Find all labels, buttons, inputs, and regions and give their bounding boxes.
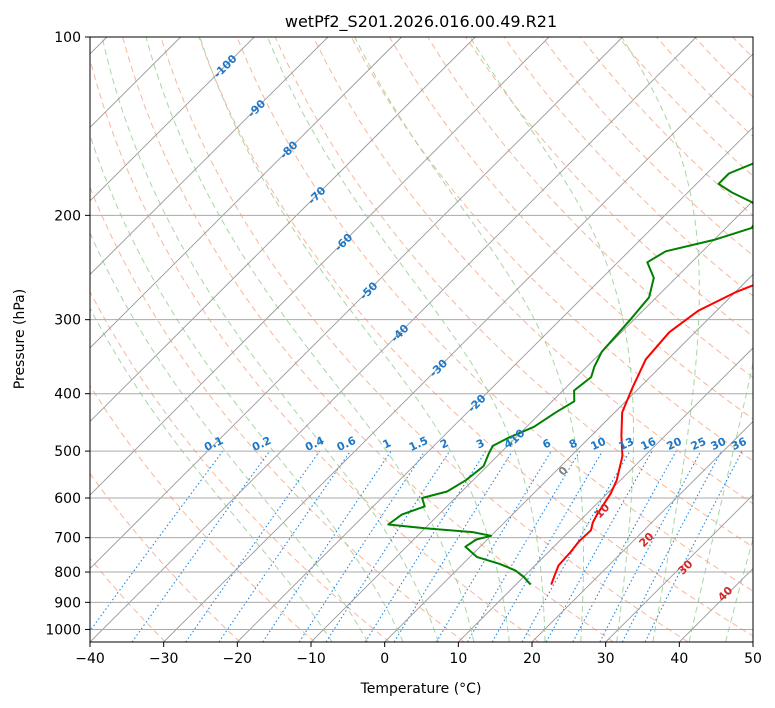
isotherm-line bbox=[90, 37, 623, 570]
mixing-ratio-label: 10 bbox=[589, 435, 609, 453]
moist-adiabat-line bbox=[267, 37, 546, 642]
moist-adiabat-line bbox=[354, 37, 584, 642]
isotherm-line bbox=[384, 273, 753, 642]
mixing-ratio-label: 13 bbox=[617, 435, 636, 453]
dry-adiabat-line bbox=[312, 37, 753, 505]
mixing-ratio-line bbox=[185, 450, 321, 642]
y-tick-label: 1000 bbox=[45, 622, 81, 638]
isotherm-line bbox=[458, 347, 753, 642]
dry-adiabat-line bbox=[122, 37, 614, 642]
mixing-ratio-line bbox=[131, 450, 271, 642]
y-tick-label: 100 bbox=[54, 30, 81, 46]
mixing-ratio-line bbox=[393, 450, 513, 642]
isotherm-line bbox=[90, 37, 697, 642]
mixing-ratio-label: 16 bbox=[639, 435, 659, 453]
moist-adiabat-line bbox=[199, 37, 510, 642]
x-tick-label: 40 bbox=[670, 651, 688, 667]
x-tick-label: −40 bbox=[75, 651, 105, 667]
x-tick-label: −20 bbox=[223, 651, 253, 667]
x-axis-label: Temperature (°C) bbox=[360, 681, 482, 697]
isotherm-line bbox=[237, 126, 753, 642]
y-tick-label: 300 bbox=[54, 313, 81, 329]
mixing-ratio-label: 36 bbox=[729, 435, 749, 453]
mixing-ratio-label: 20 bbox=[664, 435, 684, 453]
moist-adiabat-line bbox=[688, 361, 753, 642]
moist-adiabat-line bbox=[90, 231, 369, 642]
y-tick-label: 500 bbox=[54, 444, 81, 460]
dry-adiabat-line bbox=[90, 290, 390, 642]
sounding-series bbox=[387, 162, 753, 586]
x-tick-label: 50 bbox=[744, 651, 762, 667]
mixing-ratio-line bbox=[572, 450, 677, 642]
y-tick-label: 700 bbox=[54, 531, 81, 547]
y-axis-ticks: 100 200 300 400 500 600 700 800 900 1000 bbox=[45, 30, 90, 638]
dewpoint-series-line bbox=[387, 162, 753, 586]
y-tick-label: 900 bbox=[54, 595, 81, 611]
x-tick-label: 20 bbox=[523, 651, 541, 667]
dry-adiabat-line bbox=[90, 186, 465, 642]
dry-adiabat-line bbox=[389, 37, 753, 420]
y-tick-label: 800 bbox=[54, 565, 81, 581]
y-tick-label: 400 bbox=[54, 387, 81, 403]
dry-adiabat-line bbox=[90, 57, 540, 642]
isotherm-line bbox=[90, 37, 255, 202]
mixing-ratio-line bbox=[364, 450, 487, 642]
dry-adiabat-line bbox=[236, 37, 753, 592]
mixing-ratio-line bbox=[644, 450, 743, 642]
dry-adiabat-line bbox=[160, 37, 689, 642]
chart-title: wetPf2_S201.2026.016.00.49.R21 bbox=[285, 12, 557, 32]
isotherm-line bbox=[310, 200, 753, 642]
isotherm-line bbox=[531, 420, 753, 642]
dry-adiabat-line bbox=[427, 37, 753, 379]
background-lines bbox=[90, 37, 753, 642]
mixing-ratio-line bbox=[262, 450, 392, 642]
y-tick-label: 600 bbox=[54, 491, 81, 507]
isotherm-line bbox=[90, 37, 476, 423]
moist-adiabat-line bbox=[145, 37, 475, 642]
isotherm-line bbox=[605, 494, 753, 642]
moist-adiabat-line bbox=[725, 537, 753, 642]
isotherm-line bbox=[163, 53, 753, 642]
x-tick-label: 30 bbox=[597, 651, 615, 667]
temperature-series-line bbox=[550, 284, 753, 585]
x-tick-label: −10 bbox=[296, 651, 326, 667]
mixing-ratio-label: 25 bbox=[689, 435, 708, 453]
plot-frame bbox=[89, 36, 754, 643]
dry-adiabat-line bbox=[350, 37, 753, 462]
moist-adiabat-line bbox=[90, 133, 404, 642]
x-axis-ticks: −40 −30 −20 −10 0 10 20 30 40 50 bbox=[75, 642, 762, 667]
x-tick-label: 10 bbox=[449, 651, 467, 667]
dry-adiabat-line bbox=[274, 37, 753, 548]
y-axis-label: Pressure (hPa) bbox=[12, 289, 28, 389]
moist-adiabat-line bbox=[90, 307, 333, 642]
moist-adiabat-line bbox=[621, 37, 700, 642]
dry-adiabat-line bbox=[90, 472, 241, 642]
dry-adiabat-line bbox=[503, 37, 753, 297]
dry-adiabat-line bbox=[465, 37, 753, 338]
isotherm-line bbox=[90, 37, 550, 496]
mixing-ratio-label: 30 bbox=[709, 435, 729, 453]
x-tick-label: −30 bbox=[149, 651, 179, 667]
mixing-ratio-line bbox=[298, 450, 426, 642]
isobar-gridlines bbox=[90, 37, 753, 642]
x-tick-label: 0 bbox=[380, 651, 389, 667]
mixing-ratio-line bbox=[521, 450, 631, 642]
mixing-ratio-line bbox=[218, 450, 351, 642]
isotherm-line bbox=[90, 37, 402, 349]
moist-adiabat-line bbox=[101, 37, 439, 642]
isotherm-line bbox=[90, 37, 329, 276]
y-tick-label: 200 bbox=[54, 208, 81, 224]
dry-adiabat-line bbox=[90, 384, 316, 642]
mixing-ratio-line bbox=[90, 450, 224, 632]
mixing-ratio-line bbox=[545, 450, 653, 642]
mixing-ratio-line bbox=[325, 450, 451, 642]
